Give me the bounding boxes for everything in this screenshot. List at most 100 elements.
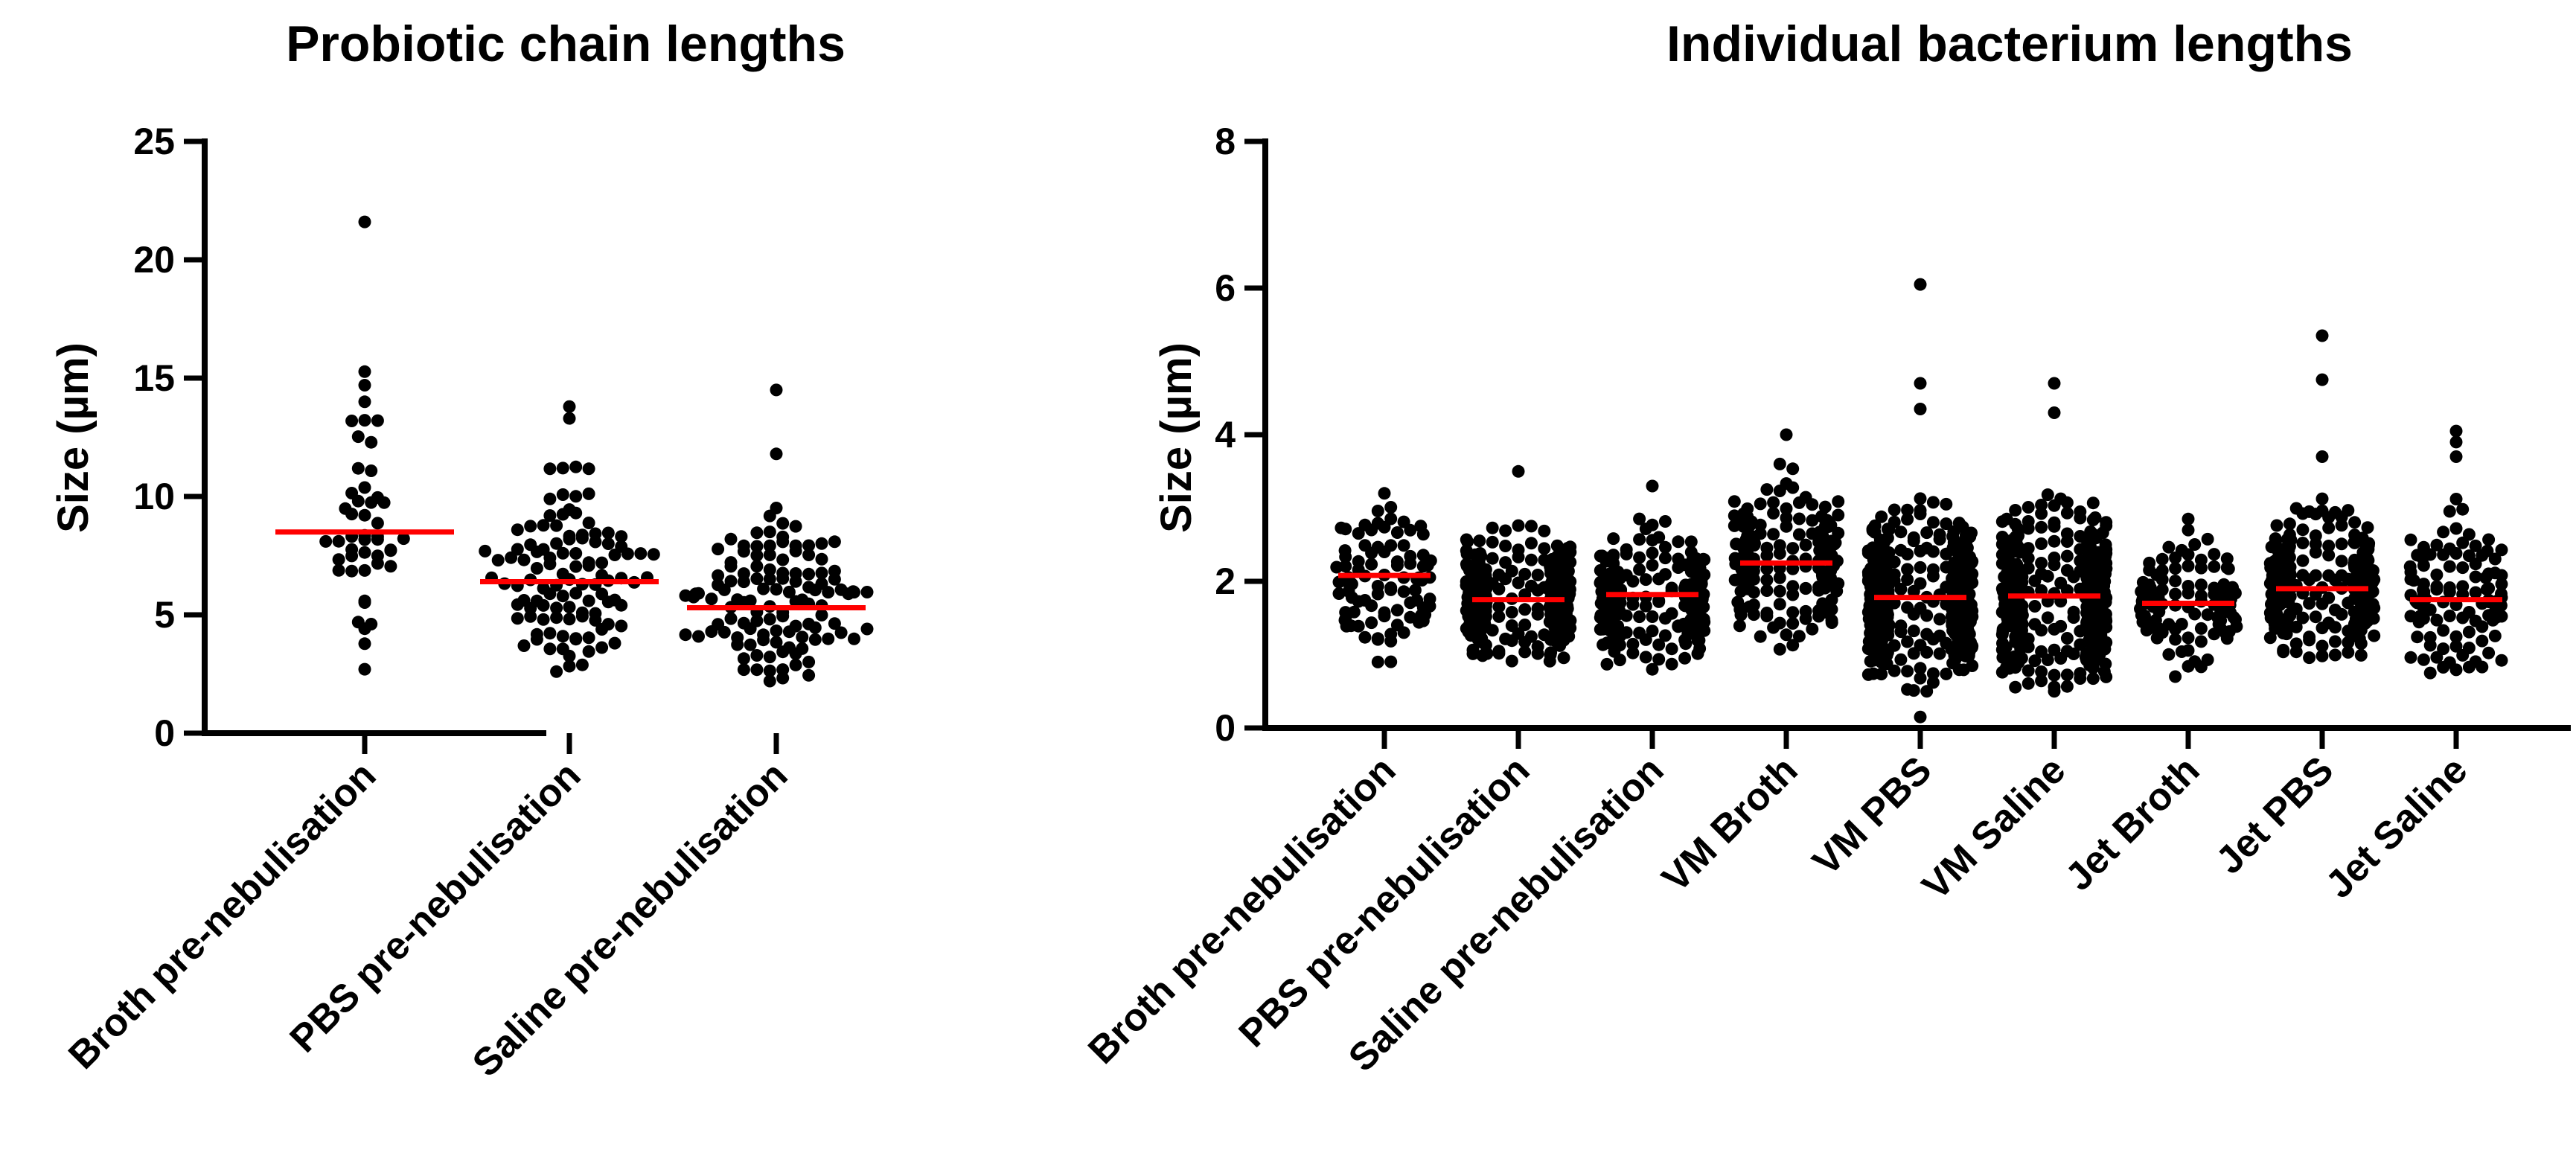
data-point bbox=[2342, 636, 2355, 649]
y-tick-label: 8 bbox=[1215, 121, 1236, 162]
data-point bbox=[1614, 596, 1627, 610]
data-point bbox=[2303, 597, 2316, 610]
data-point bbox=[2048, 622, 2061, 636]
data-point bbox=[1404, 596, 1417, 610]
data-point bbox=[2443, 610, 2456, 622]
data-point bbox=[750, 560, 764, 573]
data-point bbox=[397, 532, 410, 546]
data-point bbox=[724, 612, 738, 625]
data-point bbox=[2230, 620, 2243, 633]
data-point bbox=[763, 563, 776, 576]
data-point bbox=[1607, 532, 1620, 546]
data-point bbox=[1907, 584, 1920, 598]
data-point bbox=[2201, 608, 2214, 622]
data-point bbox=[358, 414, 371, 427]
data-point bbox=[782, 585, 796, 598]
data-point bbox=[2143, 622, 2156, 635]
data-point bbox=[763, 674, 776, 688]
data-point bbox=[692, 587, 705, 600]
data-point bbox=[1413, 616, 1425, 629]
data-point bbox=[556, 546, 569, 560]
data-point bbox=[860, 622, 874, 636]
data-point bbox=[808, 633, 822, 646]
data-point bbox=[1914, 377, 1927, 390]
data-point bbox=[2411, 630, 2424, 644]
data-point bbox=[776, 517, 790, 530]
data-point bbox=[1397, 539, 1410, 552]
data-point bbox=[2175, 645, 2188, 658]
data-point bbox=[2083, 659, 2097, 672]
data-point bbox=[1949, 653, 1962, 666]
data-point bbox=[358, 481, 371, 494]
data-point bbox=[556, 488, 569, 501]
data-point bbox=[537, 598, 550, 612]
data-point bbox=[371, 557, 384, 570]
data-point bbox=[1538, 542, 1551, 555]
data-point bbox=[2095, 598, 2109, 610]
data-point bbox=[530, 545, 543, 558]
data-point bbox=[1384, 501, 1398, 514]
data-point bbox=[750, 663, 764, 677]
data-point bbox=[2456, 648, 2470, 662]
data-point bbox=[1881, 531, 1894, 545]
data-point bbox=[1940, 547, 1953, 560]
data-point bbox=[608, 636, 621, 650]
data-point bbox=[1518, 567, 1532, 581]
data-point bbox=[634, 547, 648, 560]
data-point bbox=[1815, 510, 1828, 523]
data-point bbox=[1538, 524, 1551, 537]
data-point bbox=[1875, 559, 1888, 572]
data-point bbox=[601, 537, 615, 550]
data-point bbox=[2449, 522, 2463, 535]
data-point bbox=[1339, 550, 1352, 563]
data-point bbox=[1466, 647, 1480, 660]
data-point bbox=[2368, 629, 2381, 642]
data-point bbox=[2182, 512, 2195, 526]
data-point bbox=[615, 530, 628, 543]
data-point bbox=[1390, 526, 1404, 539]
data-point bbox=[1914, 278, 1927, 291]
data-point bbox=[2035, 520, 2048, 534]
data-point bbox=[705, 625, 718, 638]
data-point bbox=[1901, 563, 1914, 576]
data-point bbox=[1352, 527, 1365, 540]
data-point bbox=[2060, 668, 2074, 682]
data-point bbox=[556, 590, 569, 603]
data-point bbox=[2155, 564, 2169, 577]
data-point bbox=[2328, 635, 2342, 648]
data-point bbox=[1832, 508, 1845, 522]
data-point bbox=[595, 641, 609, 654]
data-point bbox=[1780, 502, 1793, 515]
data-point bbox=[2462, 625, 2476, 639]
data-point bbox=[543, 462, 557, 476]
data-point bbox=[365, 435, 378, 449]
data-point bbox=[1894, 653, 1908, 666]
y-tick-label: 0 bbox=[1215, 707, 1236, 749]
data-point bbox=[1505, 654, 1518, 668]
data-point bbox=[1743, 519, 1757, 532]
data-point bbox=[1914, 662, 1927, 675]
data-point bbox=[2430, 568, 2444, 581]
data-point bbox=[1613, 572, 1626, 585]
data-point bbox=[2322, 549, 2336, 562]
data-point bbox=[543, 642, 557, 656]
data-point bbox=[2417, 612, 2430, 625]
data-point bbox=[802, 668, 816, 682]
data-point bbox=[2348, 516, 2362, 529]
x-category-label: Jet Saline bbox=[2318, 748, 2476, 907]
data-point bbox=[2188, 538, 2202, 551]
data-point bbox=[2469, 586, 2482, 599]
data-point bbox=[750, 526, 764, 540]
data-point bbox=[1499, 540, 1512, 552]
data-point bbox=[789, 575, 802, 588]
data-point bbox=[517, 553, 531, 566]
data-point bbox=[1339, 523, 1352, 536]
data-point bbox=[802, 539, 816, 552]
data-point bbox=[1600, 636, 1614, 650]
data-point bbox=[1531, 647, 1544, 660]
data-point bbox=[724, 532, 738, 546]
data-point bbox=[1639, 633, 1652, 646]
data-point bbox=[2283, 551, 2296, 564]
data-point bbox=[842, 587, 855, 601]
data-point bbox=[2437, 624, 2450, 637]
